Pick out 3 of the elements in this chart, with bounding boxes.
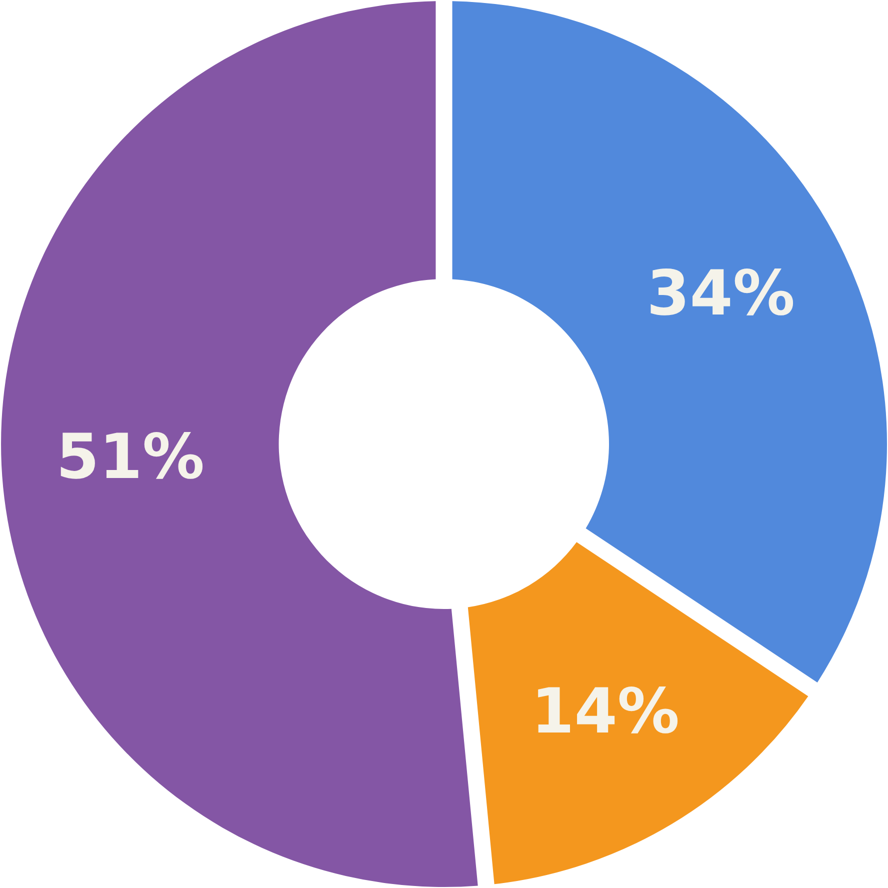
data-label: 14%: [531, 674, 680, 748]
data-label: 34%: [646, 256, 795, 330]
data-label: 51%: [56, 420, 205, 493]
